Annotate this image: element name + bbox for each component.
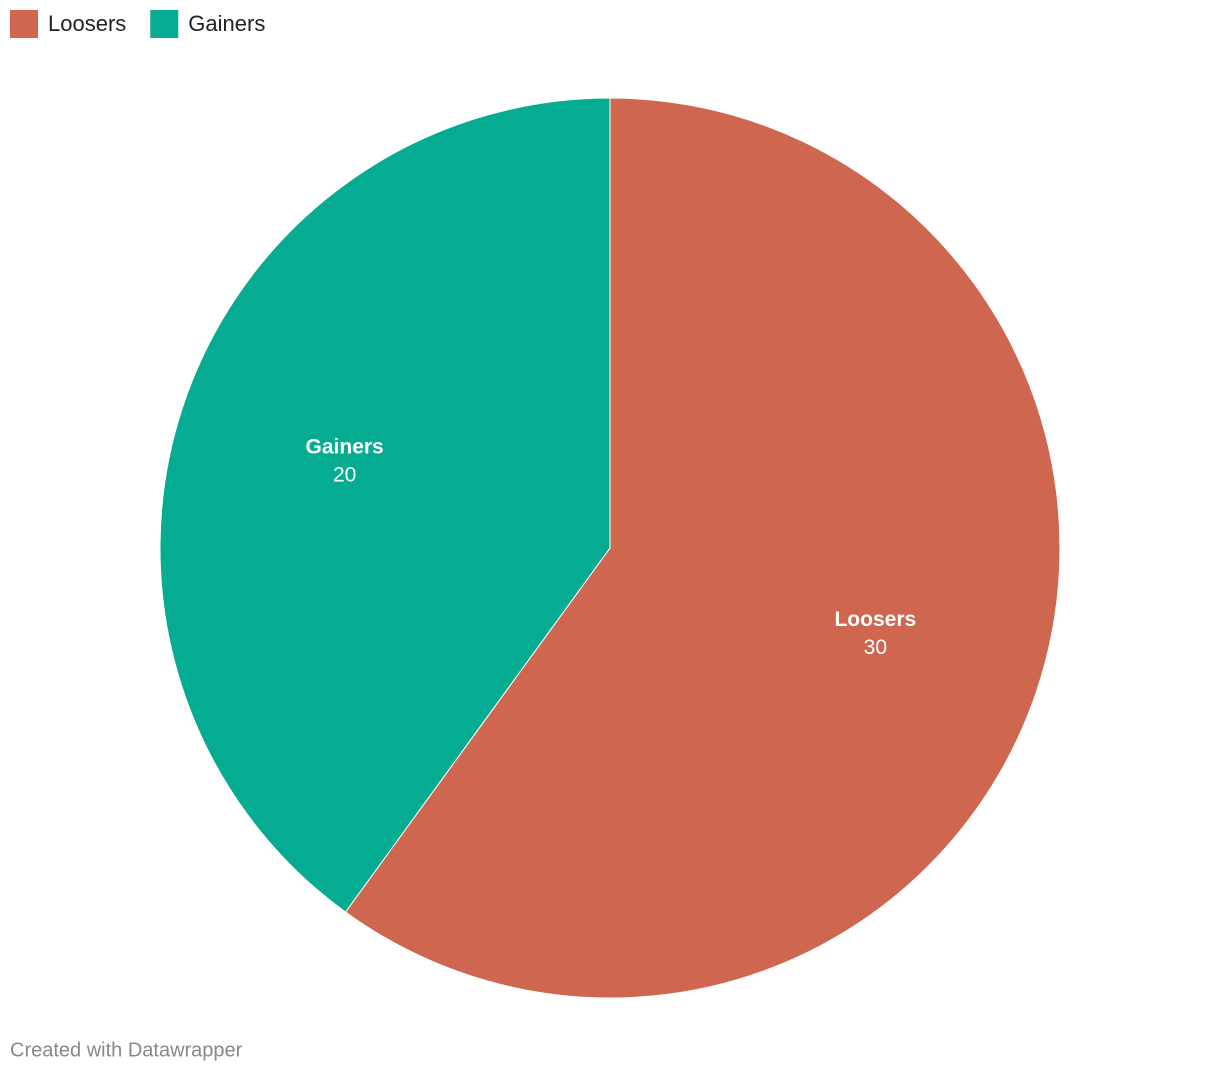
pie-slice — [159, 97, 611, 913]
pie-slice — [344, 97, 1061, 999]
legend-label: Gainers — [188, 11, 265, 36]
legend-label: Loosers — [48, 11, 126, 36]
footer: Created with Datawrapper — [10, 1039, 243, 1061]
slice-value: 20 — [333, 463, 356, 486]
legend-swatch — [10, 10, 38, 38]
legend-swatch — [150, 10, 179, 38]
slice-label: Gainers — [306, 435, 384, 458]
slice-label: Loosers — [834, 608, 916, 631]
slice-value: 30 — [864, 636, 887, 659]
